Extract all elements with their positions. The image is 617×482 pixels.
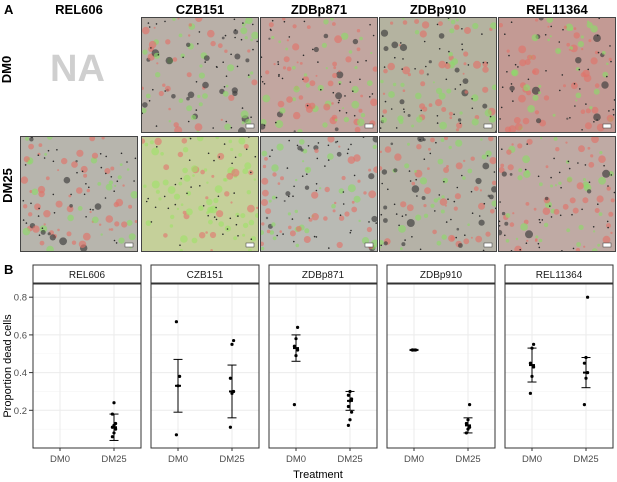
data-point bbox=[350, 397, 354, 401]
micrograph-zdbp910-dm0 bbox=[379, 17, 497, 133]
data-point bbox=[232, 338, 236, 343]
data-point bbox=[228, 425, 232, 429]
micrograph-czb151-dm0 bbox=[141, 17, 259, 133]
data-point bbox=[114, 421, 118, 426]
data-point bbox=[586, 295, 590, 299]
missing-image-text: NA bbox=[50, 48, 105, 90]
data-point bbox=[112, 431, 116, 435]
micrograph-zdbp871-dm0 bbox=[260, 17, 378, 133]
facet-strip-label: REL606 bbox=[69, 270, 106, 281]
data-point bbox=[110, 412, 114, 416]
data-point bbox=[528, 361, 532, 365]
data-point bbox=[112, 401, 116, 405]
micrograph-rel11364-dm0 bbox=[498, 17, 616, 133]
facet-strip bbox=[268, 264, 378, 284]
data-point bbox=[174, 320, 178, 324]
micrograph-zdbp910-dm25 bbox=[379, 136, 497, 252]
facet-zdbp871: ZDBp871 DM0 DM25 bbox=[268, 264, 378, 465]
data-point bbox=[584, 355, 588, 360]
data-point bbox=[346, 423, 350, 427]
facet-strip-label: ZDBp910 bbox=[420, 270, 463, 281]
facet-strip bbox=[150, 264, 260, 284]
micrograph-rel11364-dm25 bbox=[498, 136, 616, 252]
strain-header-rel606: REL606 bbox=[55, 2, 103, 17]
data-point bbox=[410, 348, 414, 352]
data-point bbox=[296, 348, 300, 352]
data-point bbox=[346, 404, 350, 409]
data-point bbox=[114, 427, 118, 431]
x-tick-label: DM25 bbox=[219, 454, 244, 465]
y-tick-label: 0.6 bbox=[14, 330, 27, 341]
data-point bbox=[292, 344, 296, 348]
data-point bbox=[350, 410, 354, 414]
data-point bbox=[176, 384, 180, 388]
data-point bbox=[584, 376, 588, 380]
data-point bbox=[414, 348, 418, 352]
x-tick-label: DM0 bbox=[286, 454, 306, 465]
row-label-dm25: DM25 bbox=[0, 168, 15, 203]
data-point bbox=[110, 435, 114, 439]
strain-header-zdbp871: ZDBp871 bbox=[290, 2, 348, 17]
x-tick-label: DM0 bbox=[404, 454, 424, 465]
facet-strip bbox=[32, 264, 142, 284]
data-point bbox=[292, 403, 296, 407]
data-point bbox=[230, 342, 234, 346]
data-point bbox=[582, 361, 586, 365]
data-point bbox=[464, 421, 468, 426]
data-point bbox=[346, 393, 350, 397]
data-point bbox=[532, 342, 536, 346]
facet-strip bbox=[386, 264, 496, 284]
facet-rel11364: REL11364 DM0 DM25 bbox=[504, 264, 614, 465]
x-axis-title: Treatment bbox=[293, 469, 343, 481]
data-point bbox=[468, 425, 472, 429]
data-point bbox=[174, 433, 178, 437]
y-tick-label: 0.2 bbox=[14, 406, 27, 417]
x-tick-label: DM25 bbox=[573, 454, 598, 465]
y-tick-label: 0.4 bbox=[14, 368, 27, 379]
facet-rel606: REL606 DM0 DM25 bbox=[32, 264, 142, 465]
x-tick-label: DM0 bbox=[168, 454, 188, 465]
row-label-dm0: DM0 bbox=[0, 55, 15, 84]
data-point bbox=[294, 354, 298, 358]
data-point bbox=[232, 389, 236, 394]
data-point bbox=[582, 403, 586, 407]
panel-b-label: B bbox=[4, 262, 14, 277]
facet-strip-label: CZB151 bbox=[187, 270, 224, 281]
y-axis-title: Proportion dead cells bbox=[2, 314, 14, 418]
facet-zdbp910: ZDBp910 DM0 DM25 bbox=[386, 264, 496, 465]
data-point bbox=[464, 431, 468, 435]
strain-header-zdbp910: ZDBp910 bbox=[409, 2, 467, 17]
data-point bbox=[468, 403, 472, 407]
x-tick-label: DM25 bbox=[337, 454, 362, 465]
x-tick-label: DM0 bbox=[50, 454, 70, 465]
data-point bbox=[530, 374, 534, 378]
micrograph-rel606-dm25 bbox=[20, 136, 138, 252]
y-tick-label: 0.8 bbox=[14, 293, 27, 304]
data-point bbox=[348, 389, 352, 394]
panel-a-label: A bbox=[4, 2, 14, 17]
facet-czb151: CZB151 DM0 DM25 bbox=[150, 264, 260, 465]
data-point bbox=[228, 376, 232, 380]
micrograph-zdbp871-dm25 bbox=[260, 136, 378, 252]
x-tick-label: DM25 bbox=[455, 454, 480, 465]
strain-header-rel11364: REL11364 bbox=[526, 2, 588, 17]
facet-strip-label: ZDBp871 bbox=[302, 270, 345, 281]
data-point bbox=[528, 391, 532, 395]
strain-header-czb151: CZB151 bbox=[175, 2, 225, 17]
x-tick-label: DM25 bbox=[101, 454, 126, 465]
micrograph-czb151-dm25 bbox=[141, 136, 259, 252]
data-point bbox=[348, 418, 352, 422]
x-tick-label: DM0 bbox=[522, 454, 542, 465]
data-point bbox=[532, 365, 536, 369]
data-point bbox=[178, 374, 182, 378]
data-point bbox=[466, 418, 470, 422]
facet-strip-label: REL11364 bbox=[536, 270, 583, 281]
data-point bbox=[296, 325, 300, 329]
data-point bbox=[586, 370, 590, 375]
data-point bbox=[530, 346, 534, 350]
data-point bbox=[294, 337, 298, 341]
facet-strip bbox=[504, 264, 614, 284]
